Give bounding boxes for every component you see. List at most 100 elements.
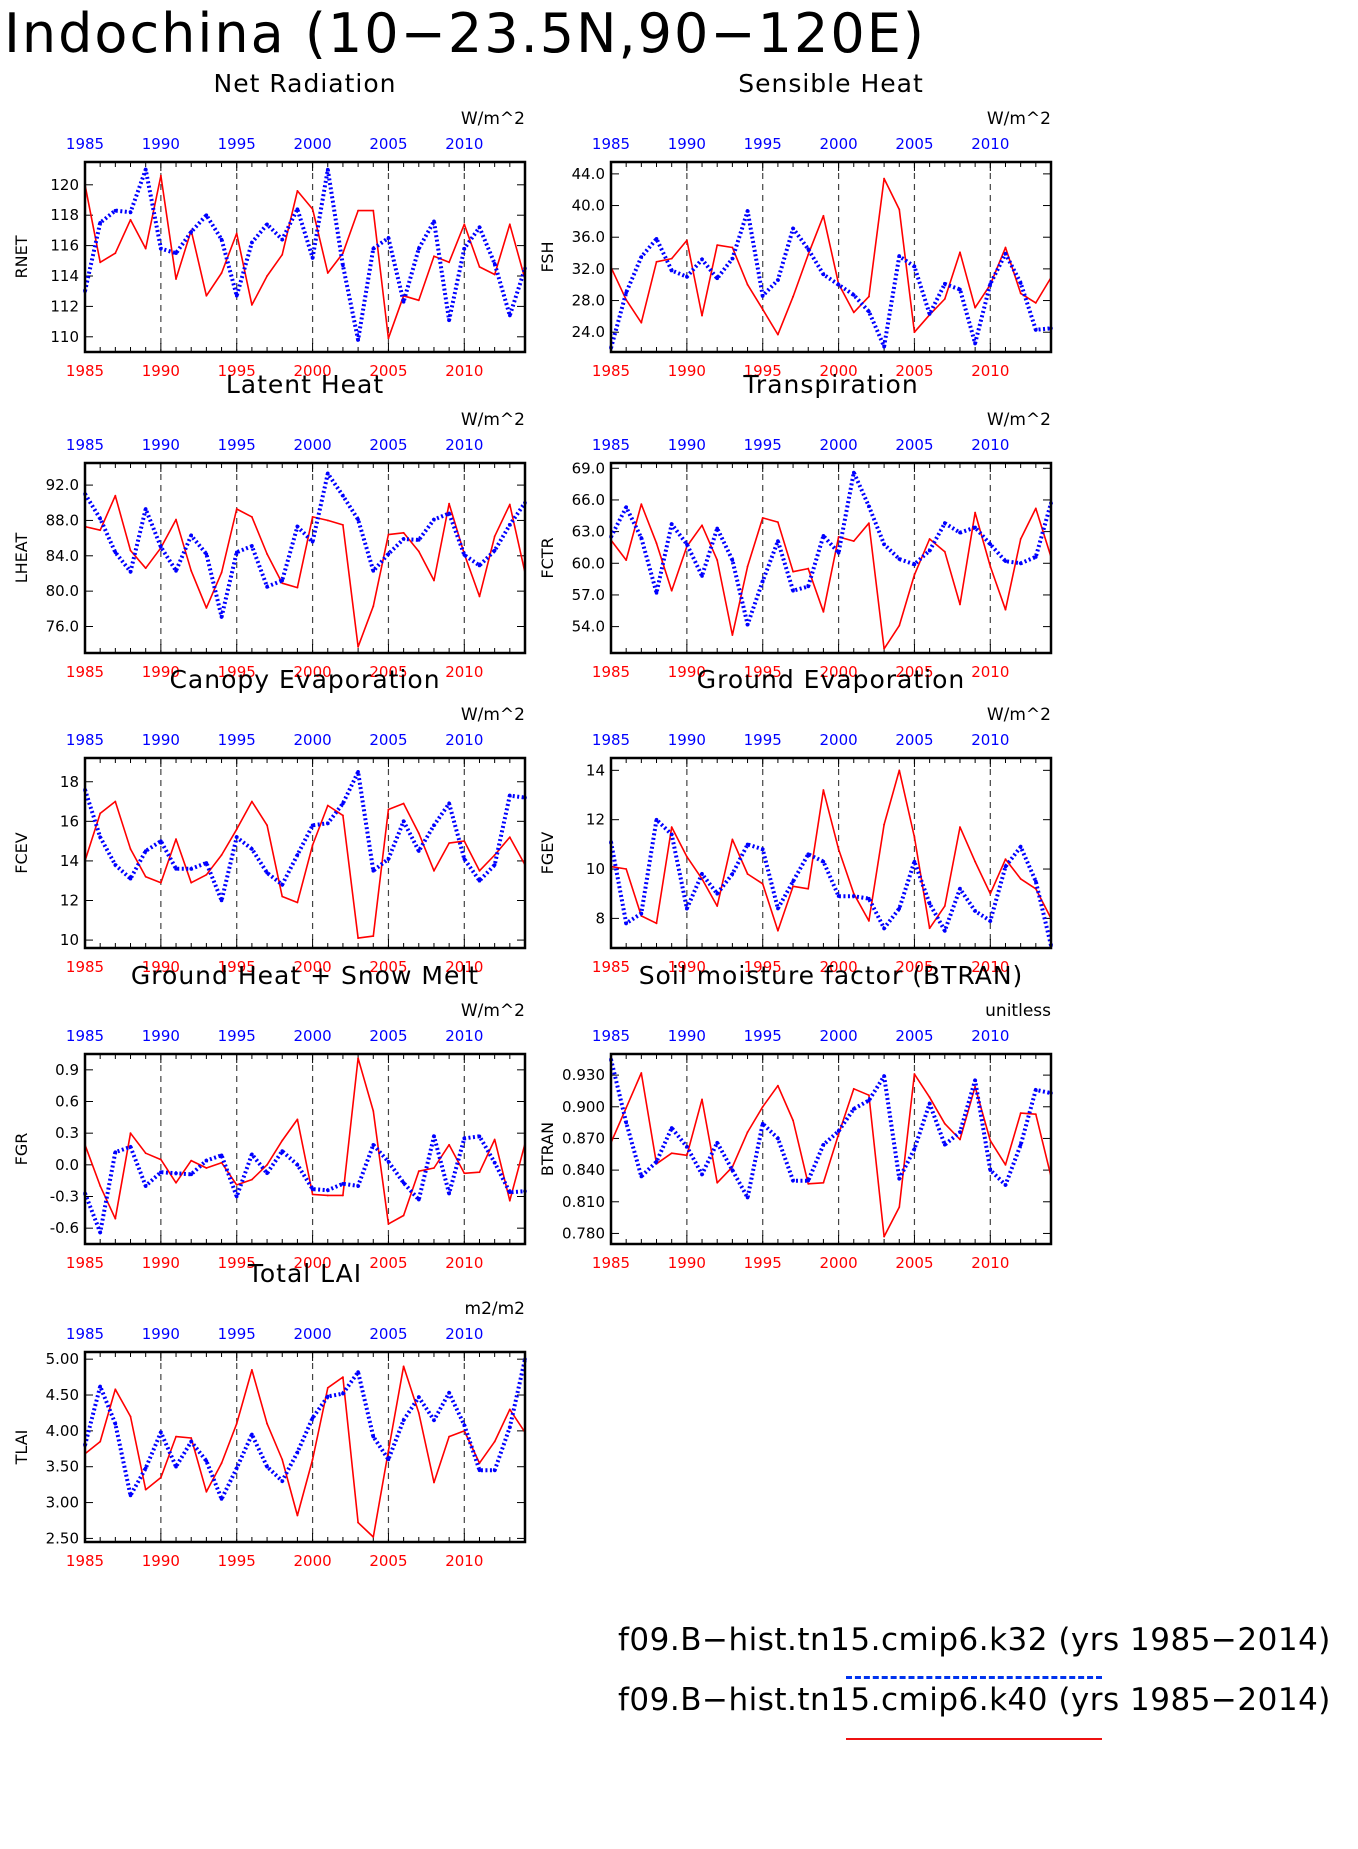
data-point-k40 <box>129 1132 132 1135</box>
x-tick-label-top: 1985 <box>592 731 630 749</box>
data-point-k32 <box>98 1384 102 1389</box>
units-label: W/m^2 <box>987 705 1051 725</box>
data-point-k32 <box>791 226 795 231</box>
data-point-k32 <box>416 538 421 542</box>
x-tick-label: 2010 <box>445 958 483 976</box>
x-tick-label: 1995 <box>218 663 256 681</box>
y-tick-label: 10 <box>60 931 79 949</box>
data-point-k40 <box>883 823 886 826</box>
data-point-k32 <box>1018 561 1023 566</box>
x-tick-label-top: 2005 <box>369 436 407 454</box>
y-tick-label: 63.0 <box>572 523 605 541</box>
data-point-k32 <box>700 1172 704 1177</box>
y-tick-label: 0.870 <box>562 1129 605 1147</box>
data-point-k40 <box>402 802 405 805</box>
data-point-k32 <box>730 872 735 876</box>
data-point-k40 <box>175 838 177 841</box>
data-point-k32 <box>447 511 451 516</box>
data-point-k32 <box>432 1134 436 1139</box>
data-point-k40 <box>493 854 496 856</box>
data-point-k32 <box>432 1418 436 1422</box>
data-point-k40 <box>99 812 102 815</box>
data-point-k32 <box>973 525 977 530</box>
data-point-k32 <box>447 801 451 806</box>
data-point-k40 <box>670 257 673 260</box>
data-point-k40 <box>387 808 390 811</box>
data-point-k32 <box>654 236 659 241</box>
x-tick-label: 1990 <box>668 663 706 681</box>
data-point-k40 <box>883 647 886 650</box>
x-tick-label: 2005 <box>895 663 933 681</box>
y-tick-label: 60.0 <box>572 554 605 572</box>
data-point-k32 <box>416 246 421 251</box>
data-point-k32 <box>669 268 674 273</box>
data-point-k40 <box>114 1217 117 1220</box>
data-point-k40 <box>311 208 314 211</box>
x-tick-label: 1995 <box>744 362 782 380</box>
data-point-k40 <box>974 511 977 514</box>
data-point-k40 <box>387 1223 390 1225</box>
x-tick-label-top: 1985 <box>66 1027 104 1045</box>
data-point-k40 <box>746 565 749 568</box>
data-point-k32 <box>128 876 133 881</box>
data-point-k32 <box>371 869 376 873</box>
data-point-k40 <box>640 503 643 506</box>
data-point-k40 <box>837 535 840 538</box>
y-tick-label: 28.0 <box>572 292 605 310</box>
data-point-k40 <box>342 523 344 526</box>
x-tick-label: 2005 <box>895 1254 933 1272</box>
data-point-k40 <box>159 174 162 177</box>
data-point-k40 <box>433 1167 435 1169</box>
y-tick-label: 118 <box>50 206 79 224</box>
data-point-k40 <box>144 1152 147 1155</box>
data-point-k40 <box>402 1365 405 1368</box>
data-point-k32 <box>113 1421 118 1426</box>
data-point-k40 <box>761 882 764 885</box>
units-label: m2/m2 <box>465 1299 525 1319</box>
data-point-k32 <box>371 1434 376 1439</box>
x-tick-label: 2000 <box>819 1254 857 1272</box>
data-point-k40 <box>928 1096 931 1099</box>
data-point-k32 <box>295 1163 300 1167</box>
x-tick-label-top: 1990 <box>142 135 180 153</box>
data-point-k40 <box>129 549 132 552</box>
data-point-k40 <box>989 892 992 895</box>
data-point-k40 <box>898 208 901 211</box>
data-point-k32 <box>447 1391 451 1395</box>
x-tick-label: 1985 <box>66 1254 104 1272</box>
data-point-k32 <box>189 867 194 871</box>
data-point-k32 <box>310 255 315 260</box>
y-tick-label: 114 <box>50 267 79 285</box>
data-point-k32 <box>492 1160 497 1165</box>
data-point-k40 <box>99 261 102 264</box>
data-point-k40 <box>266 275 268 277</box>
data-point-k32 <box>821 859 826 864</box>
data-point-k32 <box>310 1187 315 1191</box>
data-point-k40 <box>357 937 360 940</box>
x-tick-label-top: 2005 <box>369 1325 407 1343</box>
data-point-k32 <box>760 1121 765 1126</box>
series-line-k32 <box>83 471 527 619</box>
data-point-k32 <box>988 542 993 547</box>
chart-title: Soil moisture factor (BTRAN) <box>639 961 1024 990</box>
data-point-k32 <box>508 523 512 527</box>
y-tick-label: 12 <box>586 811 605 829</box>
data-point-k32 <box>492 1468 497 1473</box>
data-point-k32 <box>912 264 917 269</box>
data-point-k32 <box>836 1129 841 1133</box>
data-point-k40 <box>716 905 719 907</box>
series-line-k32 <box>609 209 1052 349</box>
x-tick-label: 2010 <box>971 362 1009 380</box>
x-tick-label-top: 2000 <box>293 1325 331 1343</box>
chart-panel-8: Total LAI m2/m2 TLAI 1985 1985 1990 1990 1995 19… <box>12 1259 527 1570</box>
y-tick-label: 112 <box>50 297 79 315</box>
data-point-k32 <box>639 255 644 259</box>
chart-panel-6: Ground Heat + Snow Melt W/m^2 FGR 1985 1985 1… <box>12 961 527 1272</box>
data-point-k32 <box>265 1464 269 1469</box>
data-point-k40 <box>159 1476 162 1479</box>
data-point-k40 <box>1034 1113 1037 1116</box>
data-point-k32 <box>98 1230 102 1235</box>
data-point-k40 <box>144 247 147 250</box>
x-tick-label: 1985 <box>66 362 104 380</box>
data-point-k32 <box>219 1497 224 1501</box>
